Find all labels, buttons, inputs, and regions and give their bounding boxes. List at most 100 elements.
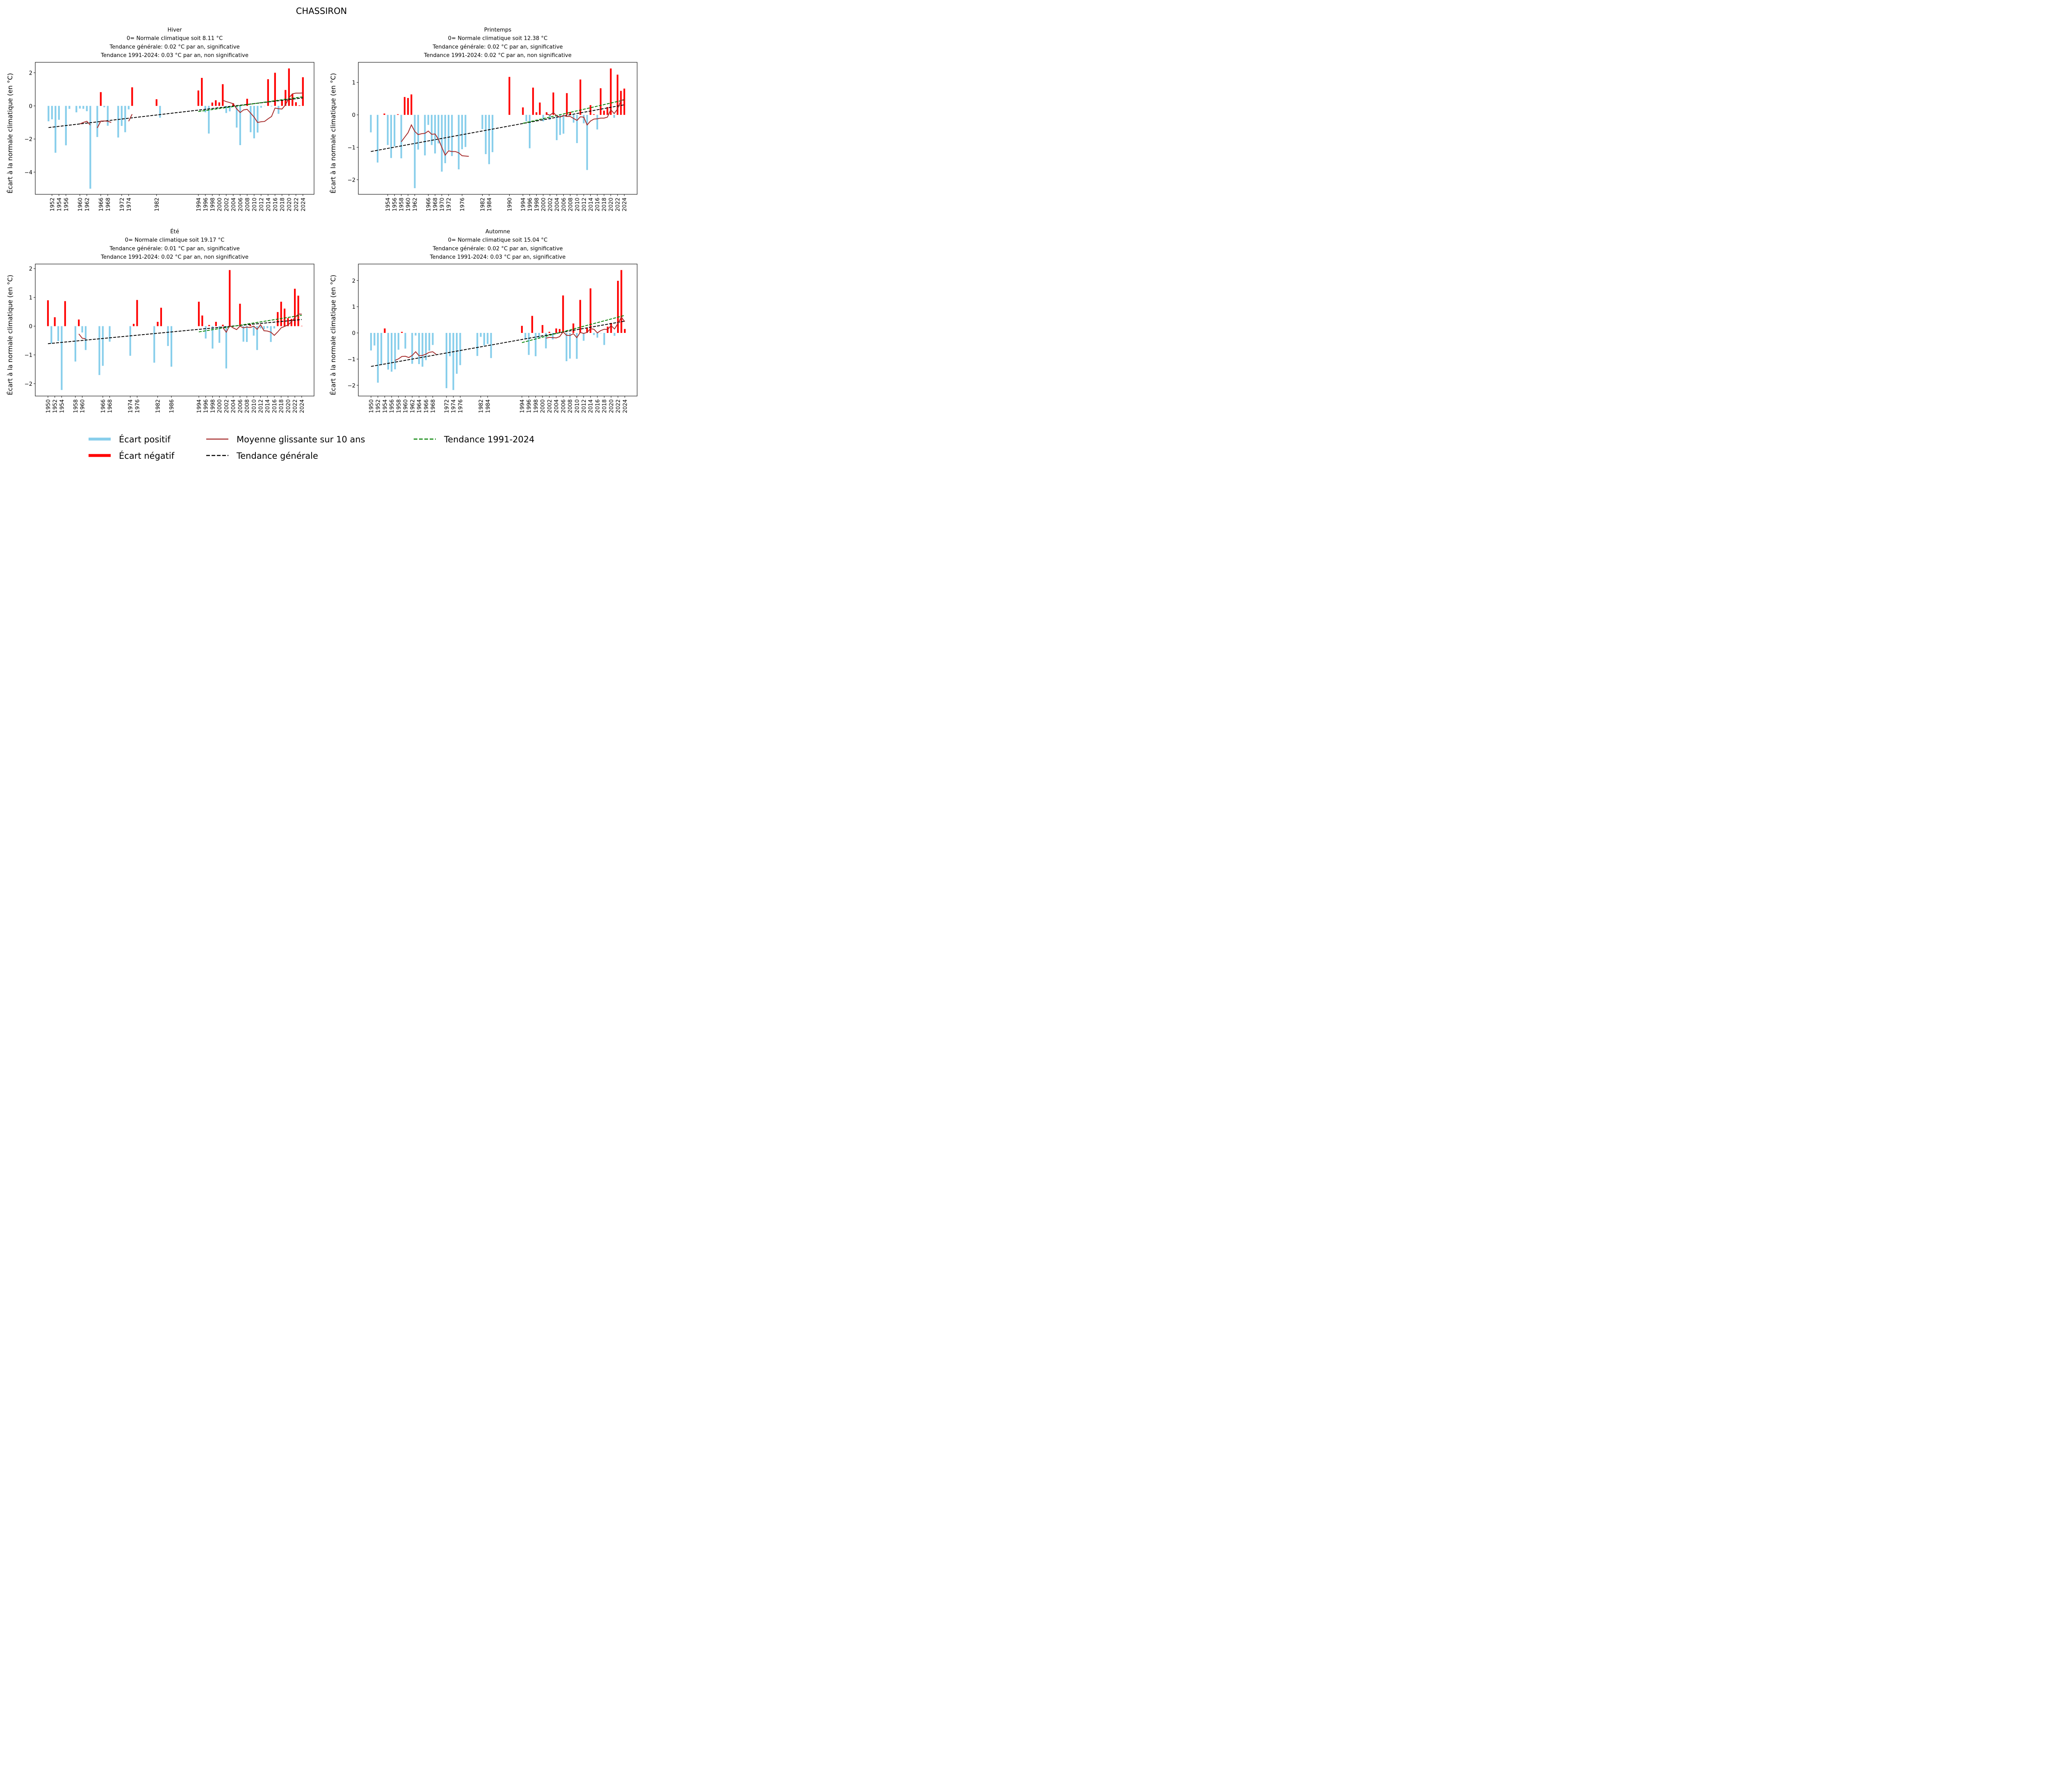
- bar-ecart-negatif: [552, 92, 554, 115]
- bar-ecart-positif: [205, 326, 207, 339]
- bar-ecart-positif: [84, 326, 87, 350]
- bar-ecart-negatif: [295, 102, 297, 106]
- bar-ecart-positif: [415, 333, 417, 336]
- x-tick-label: 1960: [403, 399, 409, 413]
- x-tick-label: 1956: [392, 198, 398, 212]
- bar-ecart-positif: [583, 333, 585, 341]
- x-tick-label: 1958: [399, 198, 405, 212]
- bar-ecart-positif: [411, 333, 413, 364]
- figure: CHASSIRON Hiver 0= Normale climatique soi…: [0, 0, 643, 472]
- bar-ecart-positif: [55, 106, 57, 153]
- subplot-subtitle-line: 0= Normale climatique soit 19.17 °C: [125, 237, 225, 244]
- bar-ecart-positif: [488, 115, 490, 164]
- bar-ecart-positif: [391, 333, 393, 372]
- bar-ecart-negatif: [572, 323, 574, 333]
- x-tick-label: 1996: [203, 399, 210, 413]
- bar-ecart-positif: [81, 326, 83, 332]
- x-tick-label: 2018: [602, 399, 608, 413]
- bar-ecart-positif: [483, 333, 485, 346]
- trend-line-1991-2024: [523, 99, 624, 124]
- x-tick-label: 2022: [292, 399, 298, 413]
- bar-ecart-positif: [89, 106, 91, 189]
- bar-ecart-positif: [225, 106, 227, 113]
- bar-ecart-negatif: [297, 296, 299, 326]
- bar-ecart-positif: [370, 115, 372, 132]
- bar-ecart-negatif: [281, 100, 283, 106]
- x-tick-label: 1968: [107, 399, 114, 413]
- bar-ecart-negatif: [208, 325, 210, 326]
- bar-ecart-negatif: [599, 88, 602, 115]
- bar-ecart-positif: [103, 106, 105, 107]
- axes-frame: [35, 264, 314, 396]
- bar-ecart-positif: [75, 106, 77, 113]
- bars: [47, 270, 303, 390]
- bar-ecart-positif: [432, 333, 434, 345]
- bar-ecart-positif: [586, 115, 588, 170]
- y-axis-label: Écart à la normale climatique (en °C): [329, 73, 337, 194]
- moving-average-line: [80, 121, 91, 125]
- bar-ecart-negatif: [539, 102, 541, 115]
- bar-ecart-positif: [117, 106, 119, 138]
- bar-ecart-negatif: [78, 319, 80, 326]
- x-tick-label: 1982: [155, 399, 162, 413]
- bar-ecart-negatif: [218, 102, 220, 106]
- bar-ecart-positif: [58, 106, 60, 120]
- x-tick-label: 2002: [224, 399, 230, 413]
- x-tick-label: 1974: [451, 399, 457, 413]
- bar-ecart-positif: [481, 115, 483, 129]
- trend-line-general: [371, 104, 624, 152]
- bar-ecart-positif: [107, 106, 109, 126]
- y-tick-label: 0: [29, 103, 32, 109]
- x-tick-label: 2024: [301, 198, 307, 212]
- bar-ecart-negatif: [522, 107, 524, 115]
- bar-ecart-negatif: [64, 301, 66, 326]
- bar-ecart-negatif: [593, 114, 595, 115]
- bar-ecart-positif: [260, 106, 262, 108]
- bar-ecart-positif: [109, 326, 111, 342]
- trend-line-general: [371, 321, 625, 367]
- bar-ecart-positif: [390, 115, 392, 158]
- bar-ecart-positif: [414, 115, 416, 188]
- y-tick-label: 1: [352, 80, 355, 86]
- y-tick-label: −1: [348, 357, 355, 363]
- subplot-subtitle-line: 0= Normale climatique soit 8.11 °C: [127, 36, 223, 42]
- bar-ecart-positif: [61, 326, 63, 390]
- moving-average-line: [128, 114, 133, 122]
- x-tick-label: 1960: [77, 198, 84, 212]
- x-tick-label: 2000: [217, 399, 223, 413]
- bar-ecart-positif: [603, 333, 605, 345]
- x-tick-label: 2008: [568, 198, 574, 212]
- bar-ecart-positif: [397, 333, 399, 350]
- bar-ecart-negatif: [131, 87, 133, 106]
- bar-ecart-positif: [225, 326, 227, 369]
- bar-ecart-positif: [525, 115, 527, 121]
- x-tick-label: 1982: [480, 198, 486, 212]
- bar-ecart-negatif: [239, 303, 241, 326]
- figure-title: CHASSIRON: [296, 6, 347, 16]
- subplot-subtitle-line: Tendance 1991-2024: 0.02 °C par an, non …: [424, 52, 572, 59]
- bar-ecart-negatif: [246, 98, 248, 106]
- bar-ecart-positif: [538, 333, 540, 339]
- x-tick-label: 1968: [430, 399, 437, 413]
- x-tick-label: 2020: [608, 399, 615, 413]
- bar-ecart-negatif: [624, 329, 626, 333]
- x-tick-label: 2022: [294, 198, 300, 212]
- trend-line-1991-2024: [198, 314, 302, 332]
- bar-ecart-positif: [257, 106, 259, 133]
- bar-ecart-negatif: [508, 77, 510, 115]
- y-tick-label: 2: [352, 278, 355, 284]
- bar-ecart-positif: [563, 115, 565, 134]
- x-tick-label: 1968: [105, 198, 112, 212]
- moving-average-line: [546, 316, 625, 339]
- bar-ecart-negatif: [558, 329, 561, 333]
- x-tick-label: 1950: [46, 399, 52, 413]
- y-tick-label: 2: [29, 266, 32, 272]
- y-tick-label: −4: [25, 170, 32, 176]
- subplot-subtitle-line: Tendance générale: 0.02 °C par an, signi…: [432, 43, 563, 50]
- moving-average-line: [395, 351, 437, 361]
- bar-ecart-negatif: [542, 325, 544, 333]
- y-tick-label: −2: [348, 383, 355, 389]
- moving-average-line: [97, 120, 112, 128]
- bar-ecart-positif: [448, 115, 450, 150]
